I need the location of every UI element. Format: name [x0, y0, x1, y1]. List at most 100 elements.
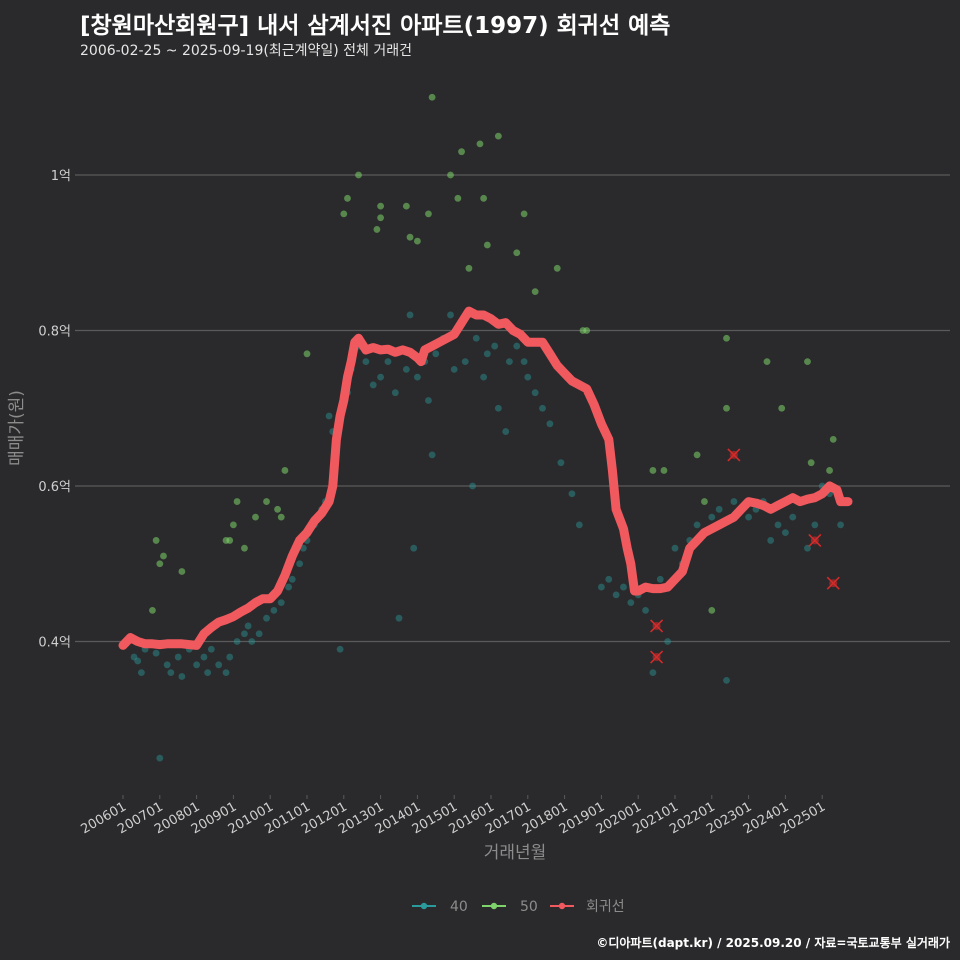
point-50 [458, 148, 465, 156]
point-40 [369, 381, 377, 389]
point-40 [723, 676, 730, 684]
point-40 [546, 420, 554, 428]
point-40 [277, 599, 285, 607]
point-40 [425, 397, 432, 404]
point-40 [134, 657, 142, 665]
legend-item: 50 [482, 899, 538, 915]
legend: 40 50 회귀선 [412, 899, 625, 915]
point-40 [730, 498, 738, 505]
point-40 [406, 311, 414, 319]
point-40 [480, 373, 488, 381]
cancelled-point [727, 448, 741, 462]
point-50 [480, 194, 488, 202]
regression-line [118, 306, 853, 650]
point-40 [244, 622, 252, 630]
point-40 [193, 661, 201, 669]
point-50 [829, 435, 837, 443]
point-50 [406, 233, 414, 241]
point-40 [288, 575, 296, 583]
point-40 [285, 583, 292, 591]
point-40 [377, 373, 384, 381]
point-50 [701, 498, 708, 505]
point-40 [513, 342, 521, 350]
point-40 [568, 490, 576, 498]
page-title: [창원마산회원구] 내서 삼계서진 아파트(1997) 회귀선 예측 [80, 13, 671, 39]
point-40 [384, 358, 392, 365]
point-40 [491, 342, 499, 350]
point-50 [226, 537, 234, 544]
point-50 [531, 288, 539, 296]
point-40 [248, 638, 256, 645]
point-50 [520, 210, 528, 218]
point-50 [425, 210, 432, 218]
legend-item: 회귀선 [550, 899, 625, 915]
point-50 [513, 249, 521, 257]
gridlines [75, 174, 950, 643]
point-50 [233, 498, 241, 505]
point-40 [782, 529, 789, 537]
point-40 [531, 389, 539, 397]
point-40 [767, 537, 775, 544]
point-50 [377, 214, 384, 222]
y-tick-label: 0.8억 [38, 325, 71, 340]
point-40 [222, 669, 230, 676]
regression-line-path [118, 306, 853, 650]
y-tick-label: 0.6억 [38, 480, 71, 495]
point-50 [723, 334, 730, 342]
point-50 [263, 498, 270, 505]
point-40 [811, 521, 819, 529]
point-40 [178, 673, 186, 680]
point-50 [807, 459, 815, 467]
point-40 [745, 513, 752, 521]
point-40 [167, 669, 175, 676]
point-50 [252, 513, 259, 521]
point-50 [693, 451, 701, 459]
point-40 [263, 614, 270, 622]
point-50 [778, 404, 786, 412]
point-40 [506, 358, 513, 365]
point-50 [152, 537, 160, 544]
point-40 [174, 653, 182, 661]
x-axis-label: 거래년월 [484, 843, 547, 863]
point-40 [156, 754, 164, 762]
point-40 [469, 482, 476, 490]
point-50 [428, 93, 436, 101]
point-40 [450, 365, 458, 373]
point-50 [708, 607, 716, 614]
point-40 [620, 583, 627, 591]
cancelled-cross [808, 533, 822, 547]
point-40 [605, 575, 613, 583]
point-50 [402, 202, 410, 210]
legend-label: 40 [450, 899, 468, 915]
point-40 [774, 521, 782, 529]
point-40 [502, 428, 510, 435]
point-40 [598, 583, 605, 591]
point-40 [241, 630, 248, 638]
point-40 [539, 404, 546, 412]
point-40 [627, 599, 635, 607]
point-40 [336, 645, 344, 653]
point-50 [583, 327, 591, 334]
point-40 [200, 653, 208, 661]
y-axis-ticks: 0.4억 0.6억 0.8억 1억 [38, 169, 71, 651]
point-40 [215, 661, 223, 669]
cancelled-cross [650, 619, 664, 633]
point-50 [340, 210, 348, 218]
point-40 [656, 575, 664, 583]
point-40 [410, 544, 418, 552]
point-40 [270, 607, 278, 614]
point-40 [642, 607, 649, 614]
point-40 [461, 358, 469, 365]
point-50 [178, 568, 186, 575]
point-50 [344, 194, 351, 202]
point-50 [274, 505, 281, 513]
cancelled-cross [826, 576, 840, 590]
point-50 [377, 202, 384, 210]
point-40 [494, 404, 502, 412]
point-40 [612, 591, 620, 599]
point-40 [575, 521, 583, 529]
y-tick-label: 1억 [51, 169, 71, 184]
cancelled-transactions [650, 448, 840, 664]
point-40 [233, 638, 241, 645]
